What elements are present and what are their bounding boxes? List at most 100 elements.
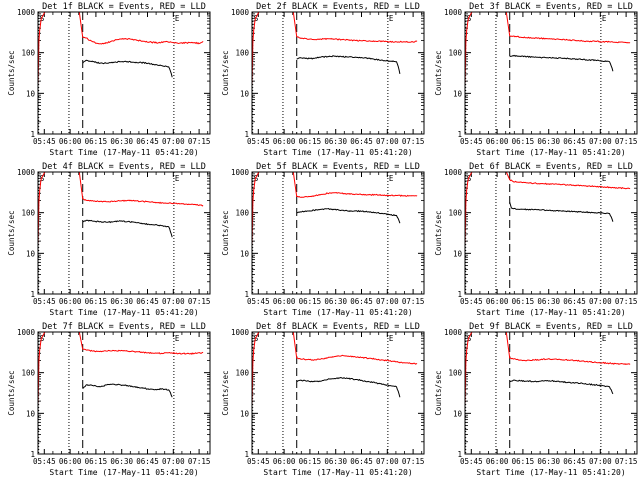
panel-det-3: Det 3f BLACK = Events, RED = LLD Counts/s… (434, 2, 638, 157)
panel-det-6: Det 6f BLACK = Events, RED = LLD Counts/s… (434, 162, 638, 317)
x-tick-label: 07:00 (162, 137, 185, 146)
y-tick-label: 1 (457, 130, 462, 139)
y-tick-label: 1 (30, 290, 35, 299)
y-tick-label: 1000 (231, 8, 250, 17)
start-marker-label: S (467, 14, 472, 23)
y-tick-label: 1 (244, 450, 249, 459)
panel-det-1: Det 1f BLACK = Events, RED = LLD Counts/s… (7, 2, 211, 157)
plot-frame (251, 171, 425, 295)
panel-title: Det 9f BLACK = Events, RED = LLD (469, 322, 633, 332)
start-marker-label: S (40, 174, 45, 183)
x-tick-label: 06:45 (136, 297, 159, 306)
x-tick-label: 07:00 (589, 297, 612, 306)
x-axis-label: Start Time (17-May-11 05:41:20) (49, 148, 198, 157)
plot-frame (251, 11, 425, 135)
y-tick-label: 100 (448, 49, 462, 58)
panel-det-5: Det 5f BLACK = Events, RED = LLD Counts/s… (221, 162, 425, 317)
y-tick-label: 100 (448, 209, 462, 218)
x-tick-label: 07:15 (402, 137, 425, 146)
end-marker-label: E (175, 334, 180, 343)
start-marker-label: S (40, 334, 45, 343)
x-tick-label: 07:00 (376, 297, 399, 306)
series-line-lld (251, 171, 418, 247)
panel-title: Det 7f BLACK = Events, RED = LLD (42, 322, 206, 332)
series-line-events (296, 207, 401, 224)
y-tick-label: 1000 (444, 168, 463, 177)
y-axis-label: Counts/sec (7, 50, 16, 95)
y-axis-label: Counts/sec (221, 370, 230, 415)
end-marker-label: E (389, 174, 394, 183)
y-tick-label: 1 (244, 130, 249, 139)
x-tick-label: 07:00 (589, 457, 612, 466)
x-tick-label: 06:45 (350, 297, 373, 306)
series-line-lld (251, 331, 418, 407)
plot-frame (464, 331, 638, 455)
y-tick-label: 1 (30, 130, 35, 139)
plot-frame (464, 11, 638, 135)
y-tick-label: 1000 (17, 328, 36, 337)
start-marker-label: S (254, 334, 259, 343)
y-tick-label: 1000 (231, 168, 250, 177)
x-tick-label: 06:30 (537, 297, 560, 306)
end-marker-label: E (175, 174, 180, 183)
series-line-lld (37, 331, 204, 407)
panel-title: Det 1f BLACK = Events, RED = LLD (42, 2, 206, 12)
panel-title: Det 6f BLACK = Events, RED = LLD (469, 162, 633, 172)
y-axis-label: Counts/sec (434, 50, 443, 95)
x-tick-label: 05:45 (247, 297, 270, 306)
series-line-events (82, 219, 173, 238)
end-marker-label: E (389, 334, 394, 343)
series-line-events (509, 379, 614, 395)
x-tick-label: 06:15 (85, 297, 108, 306)
x-tick-label: 06:30 (324, 297, 347, 306)
panel-title: Det 2f BLACK = Events, RED = LLD (256, 2, 420, 12)
x-tick-label: 05:45 (460, 297, 483, 306)
x-tick-label: 07:00 (376, 137, 399, 146)
x-tick-label: 07:00 (376, 457, 399, 466)
plot-frame (251, 331, 425, 455)
series-line-lld (464, 11, 631, 87)
plot-frame (37, 331, 211, 455)
y-tick-label: 1000 (231, 328, 250, 337)
start-marker-label: S (40, 14, 45, 23)
x-axis-label: Start Time (17-May-11 05:41:20) (263, 148, 412, 157)
x-tick-label: 06:30 (110, 137, 133, 146)
y-tick-label: 10 (26, 409, 36, 418)
series-line-lld (464, 331, 631, 407)
end-marker-label: E (175, 14, 180, 23)
end-marker-label: E (602, 14, 607, 23)
y-tick-label: 100 (21, 369, 35, 378)
y-tick-label: 10 (453, 89, 463, 98)
y-tick-label: 10 (453, 409, 463, 418)
x-tick-label: 07:00 (162, 457, 185, 466)
x-tick-label: 06:30 (324, 137, 347, 146)
y-tick-label: 100 (235, 49, 249, 58)
x-tick-label: 07:15 (615, 137, 638, 146)
y-tick-label: 10 (453, 249, 463, 258)
x-axis-label: Start Time (17-May-11 05:41:20) (49, 308, 198, 317)
x-tick-label: 06:30 (537, 457, 560, 466)
series-line-lld (37, 171, 204, 247)
x-tick-label: 06:00 (59, 137, 82, 146)
y-tick-label: 1 (30, 450, 35, 459)
x-tick-label: 07:00 (162, 297, 185, 306)
y-tick-label: 1 (457, 450, 462, 459)
x-tick-label: 06:00 (273, 457, 296, 466)
y-tick-label: 1 (457, 290, 462, 299)
y-tick-label: 100 (448, 369, 462, 378)
y-tick-label: 10 (240, 89, 250, 98)
x-tick-label: 05:45 (460, 137, 483, 146)
end-marker-label: E (389, 14, 394, 23)
series-line-lld (464, 171, 631, 247)
y-tick-label: 1 (244, 290, 249, 299)
x-tick-label: 06:00 (273, 297, 296, 306)
x-tick-label: 06:15 (299, 297, 322, 306)
y-tick-label: 100 (235, 209, 249, 218)
series-line-lld (37, 11, 204, 87)
x-tick-label: 06:00 (59, 297, 82, 306)
plot-frame (37, 171, 211, 295)
y-tick-label: 10 (26, 249, 36, 258)
x-tick-label: 05:45 (33, 297, 56, 306)
panel-det-2: Det 2f BLACK = Events, RED = LLD Counts/s… (221, 2, 425, 157)
